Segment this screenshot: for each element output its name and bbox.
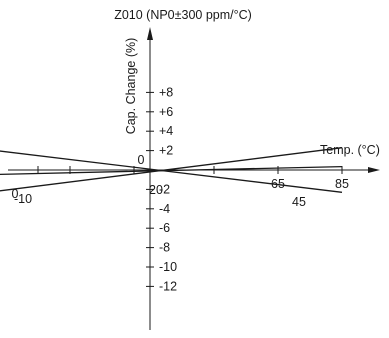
x-tick-label: 20 (149, 183, 163, 197)
x-tick-label: -10 (14, 192, 32, 206)
y-tick-label: -6 (159, 221, 170, 235)
y-tick-label: -2 (159, 182, 170, 196)
x-tick-label: 85 (335, 177, 349, 191)
y-axis-title: Cap. Change (%) (124, 38, 138, 135)
y-tick-label: -4 (159, 202, 170, 216)
x-tick-label: 0 (12, 187, 19, 201)
y-ticks: +2 +4 +6 +8 -2 -4 -6 -8 -10 -12 (146, 85, 177, 293)
y-tick-label: +8 (159, 85, 173, 99)
y-tick-label: -12 (159, 279, 177, 293)
x-axis-title: Temp. (°C) (320, 143, 380, 157)
chart-title: Z010 (NP0±300 ppm/°C) (114, 8, 252, 22)
y-tick-label: -8 (159, 241, 170, 255)
x-axis-arrowhead (368, 167, 380, 173)
y-tick-label: +4 (159, 124, 173, 138)
y-tick-label: -10 (159, 260, 177, 274)
x-tick-label: 45 (292, 195, 306, 209)
origin-label: 0 (138, 153, 145, 167)
series-line-3 (0, 165, 343, 176)
y-axis-arrowhead (147, 27, 153, 40)
y-tick-label: +2 (159, 144, 173, 158)
y-tick-label: +6 (159, 105, 173, 119)
series-lines (0, 147, 343, 193)
